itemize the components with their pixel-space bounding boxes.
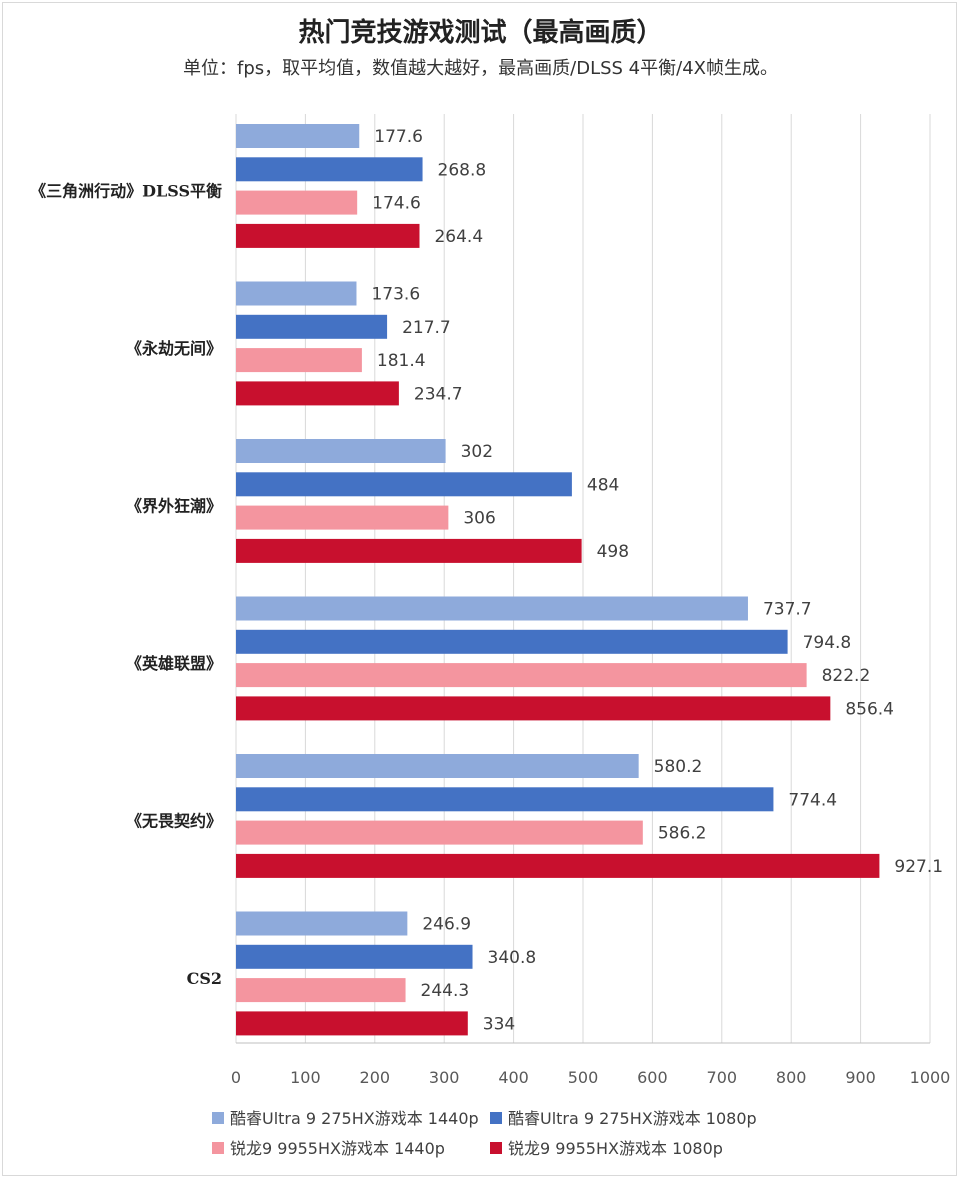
data-label: 177.6 — [374, 127, 423, 147]
x-tick-label: 800 — [776, 1068, 807, 1087]
x-tick-label: 500 — [568, 1068, 599, 1087]
category-label: 《英雄联盟》 — [126, 654, 222, 673]
legend-label: 酷睿Ultra 9 275HX游戏本 1080p — [508, 1109, 757, 1128]
data-label: 174.6 — [372, 194, 421, 214]
bar — [236, 663, 807, 688]
bar — [236, 124, 360, 148]
bar — [236, 944, 473, 969]
legend-swatch — [212, 1112, 224, 1124]
data-label: 244.3 — [421, 981, 470, 1001]
data-label: 774.4 — [788, 790, 837, 810]
data-label: 340.8 — [488, 948, 537, 968]
x-tick-label: 0 — [231, 1068, 241, 1087]
data-label: 181.4 — [377, 351, 426, 371]
x-tick-label: 400 — [498, 1068, 529, 1087]
bar — [236, 820, 643, 845]
legend-label: 酷睿Ultra 9 275HX游戏本 1440p — [230, 1109, 479, 1128]
data-label: 484 — [587, 475, 619, 495]
bar — [236, 696, 831, 721]
x-tick-label: 900 — [845, 1068, 876, 1087]
bar — [236, 629, 788, 654]
bar — [236, 348, 362, 373]
bar — [236, 381, 399, 406]
data-label: 927.1 — [894, 857, 943, 877]
chart-title: 热门竞技游戏测试（最高画质） — [298, 18, 663, 48]
data-label: 856.4 — [845, 699, 894, 719]
data-label: 794.8 — [803, 633, 852, 653]
bar — [236, 787, 774, 812]
category-label: 《界外狂潮》 — [126, 497, 222, 516]
bar — [236, 853, 880, 878]
legend-swatch — [490, 1112, 502, 1124]
bar — [236, 190, 358, 215]
legend-swatch — [490, 1142, 502, 1154]
data-label: 264.4 — [434, 227, 483, 247]
data-label: 580.2 — [654, 757, 703, 777]
bar — [236, 157, 423, 182]
legend-label: 锐龙9 9955HX游戏本 1080p — [508, 1139, 723, 1158]
data-label: 586.2 — [658, 824, 707, 844]
category-label: CS2 — [187, 969, 222, 988]
bar — [236, 754, 639, 778]
bar — [236, 538, 582, 563]
bar — [236, 596, 748, 621]
x-tick-label: 1000 — [910, 1068, 951, 1087]
x-tick-label: 200 — [360, 1068, 391, 1087]
chart-subtitle: 单位：fps，取平均值，数值越大越好，最高画质/DLSS 4平衡/4X帧生成。 — [183, 58, 778, 79]
x-tick-label: 300 — [429, 1068, 460, 1087]
bar — [236, 439, 446, 463]
legend-swatch — [212, 1142, 224, 1154]
bar — [236, 281, 357, 306]
data-label: 246.9 — [422, 915, 471, 935]
bar — [236, 911, 408, 936]
category-label: 《三角洲行动》DLSS平衡 — [30, 182, 222, 201]
bar — [236, 1011, 468, 1036]
bar — [236, 472, 572, 497]
data-label: 217.7 — [402, 318, 451, 338]
x-tick-label: 100 — [290, 1068, 321, 1087]
data-label: 268.8 — [438, 160, 487, 180]
bar — [236, 314, 388, 339]
x-tick-label: 600 — [637, 1068, 668, 1087]
data-label: 822.2 — [822, 666, 871, 686]
data-label: 234.7 — [414, 384, 463, 404]
data-label: 173.6 — [371, 285, 420, 305]
legend-label: 锐龙9 9955HX游戏本 1440p — [230, 1139, 445, 1158]
category-label: 《永劫无间》 — [126, 339, 222, 358]
bar — [236, 223, 420, 248]
bar — [236, 978, 406, 1003]
x-tick-label: 700 — [707, 1068, 738, 1087]
data-label: 737.7 — [763, 600, 812, 620]
data-label: 498 — [597, 542, 629, 562]
data-label: 302 — [461, 442, 493, 462]
category-label: 《无畏契约》 — [126, 812, 222, 831]
data-label: 306 — [463, 509, 495, 529]
bar — [236, 505, 449, 530]
data-label: 334 — [483, 1014, 515, 1034]
